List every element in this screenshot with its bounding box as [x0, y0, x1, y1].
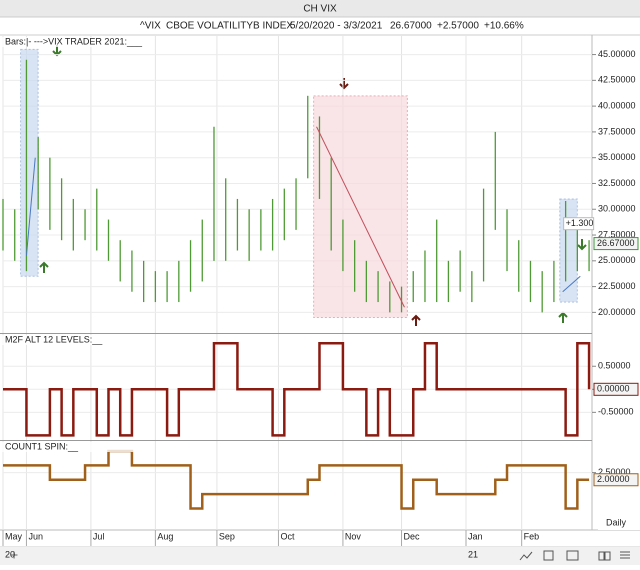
toolbar-icons — [519, 550, 630, 561]
window-title: CH VIX — [303, 4, 337, 15]
y-tick-label: 35.00000 — [598, 152, 636, 162]
line-icon[interactable] — [519, 551, 533, 561]
step-line — [3, 449, 590, 510]
symbol-name: CBOE VOLATILITYB INDEX — [166, 21, 293, 32]
signal-arrow — [411, 314, 421, 326]
panel-title-bg — [2, 442, 142, 452]
x-tick-label: Aug — [157, 531, 173, 541]
trend-line — [316, 126, 405, 308]
y-tick-label: 22.50000 — [598, 281, 636, 291]
x-tick-label: Jan — [468, 531, 483, 541]
last-value-label: 0.00000 — [597, 384, 630, 394]
add-button[interactable]: + — [10, 547, 18, 563]
y-tick-label: 30.00000 — [598, 204, 636, 214]
menu-icon[interactable] — [620, 551, 630, 559]
y-tick-label: 20.00000 — [598, 307, 636, 317]
last-value-box — [593, 237, 639, 251]
highlight-box — [20, 48, 39, 277]
trend-line — [562, 275, 581, 293]
annotation: +1.300 — [566, 218, 594, 228]
change: +2.57000 — [437, 21, 479, 32]
step-line — [3, 341, 591, 437]
x-tick-label: Dec — [404, 531, 421, 541]
trend-line — [25, 157, 36, 256]
y-tick-label: 37.50000 — [598, 126, 636, 136]
signal-arrow — [39, 261, 49, 273]
x-tick-label: Feb — [524, 531, 540, 541]
signal-arrow — [558, 311, 568, 323]
last-value-label: 26.67000 — [597, 238, 635, 248]
panel-title-bg — [2, 335, 142, 345]
title-bar — [0, 0, 640, 17]
y-tick-label: 2.50000 — [598, 467, 631, 477]
book-icon[interactable] — [598, 551, 611, 561]
year-label: 21 — [468, 549, 478, 559]
last-value-box — [593, 382, 639, 396]
x-tick-label: Sep — [219, 531, 235, 541]
panel-title: M2F ALT 12 LEVELS:__ — [5, 334, 103, 344]
x-tick-label: Jul — [93, 531, 105, 541]
y-tick-label: 45.00000 — [598, 49, 636, 59]
y-tick-label: 27.50000 — [598, 229, 636, 239]
panel-icon[interactable] — [566, 550, 579, 561]
period-button-bg — [598, 516, 640, 530]
y-tick-label: 40.00000 — [598, 101, 636, 111]
x-tick-label: Nov — [345, 531, 362, 541]
signal-arrows — [39, 45, 587, 326]
x-tick-label: May — [5, 531, 23, 541]
last-price: 26.67000 — [390, 21, 432, 32]
bar-icon[interactable] — [543, 550, 554, 561]
panel-title-bg — [2, 37, 142, 47]
y-tick-label: -0.50000 — [598, 407, 634, 417]
toolbar — [0, 547, 640, 565]
last-value-box — [593, 473, 639, 487]
x-tick-label: Oct — [280, 531, 295, 541]
y-tick-label: 32.50000 — [598, 178, 636, 188]
signal-arrow — [339, 78, 349, 90]
x-tick-label: Jun — [28, 531, 43, 541]
y-tick-label: 42.50000 — [598, 75, 636, 85]
change-pct: +10.66% — [484, 21, 524, 32]
panel-title: COUNT1 SPIN:__ — [5, 441, 79, 451]
period-button[interactable]: Daily — [606, 517, 627, 527]
date-range: 5/20/2020 - 3/3/2021 — [290, 21, 383, 32]
year-label: 20 — [5, 549, 15, 559]
last-value-label: 2.00000 — [597, 474, 630, 484]
y-tick-label: 25.00000 — [598, 255, 636, 265]
symbol: ^VIX — [140, 21, 161, 32]
y-tick-label: 0.50000 — [598, 361, 631, 371]
panel-title: Bars:|- --->VIX TRADER 2021:___ — [5, 36, 143, 46]
annotation-box — [563, 217, 595, 231]
signal-arrow — [577, 239, 587, 251]
